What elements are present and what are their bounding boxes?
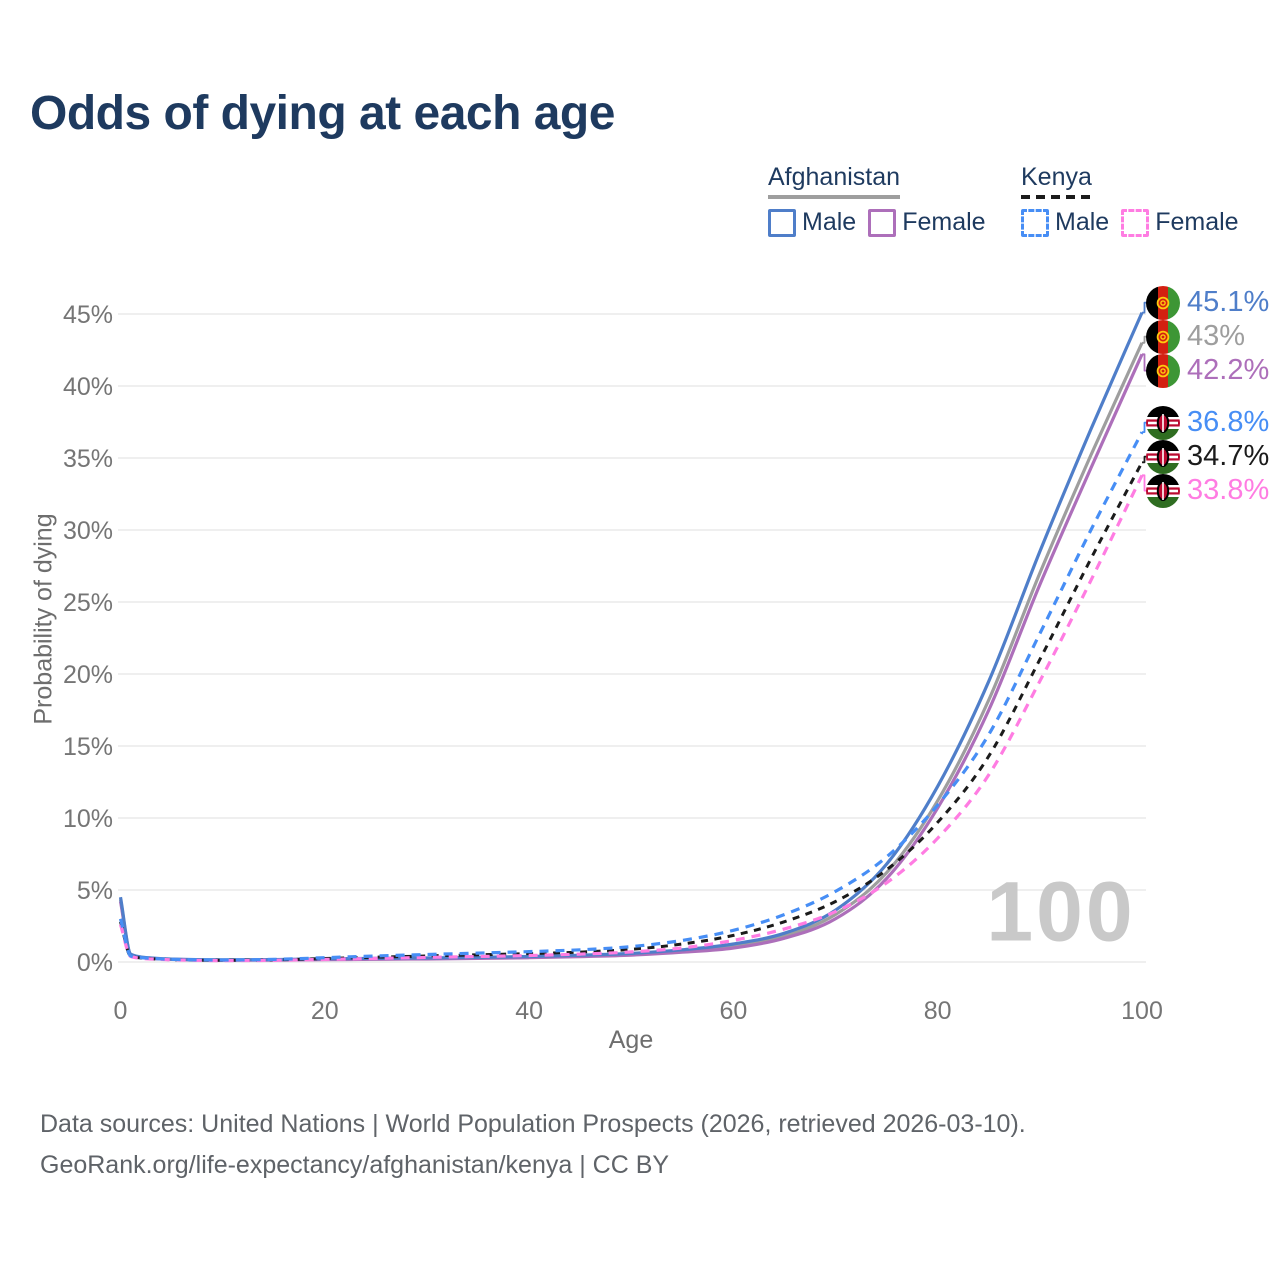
x-tick-label: 40 [515,997,543,1025]
y-tick-label: 0% [77,949,113,977]
legend-group-kenya: Kenya Male Female [1021,163,1239,237]
legend-item-label: Male [802,208,857,236]
y-axis-title: Probability of dying [29,513,58,725]
x-tick-label: 60 [719,997,747,1025]
line-kenya-male [118,431,1144,962]
legend-item-label: Female [902,208,986,236]
legend-swatch-afghanistan-male[interactable] [768,208,796,237]
end-label-connector [1142,335,1151,344]
line-kenya-female [118,474,1144,963]
legend-item-kenya-male[interactable]: Male [1021,208,1109,237]
legend-swatch-kenya-female[interactable] [1121,208,1150,237]
y-tick-label: 5% [77,877,113,905]
end-label-connector [1142,353,1151,372]
x-axis-title: Age [608,1026,654,1054]
y-tick-label: 20% [63,661,113,689]
x-tick-label: 80 [924,997,952,1025]
y-tick-label: 45% [63,301,113,329]
legend-swatch-afghanistan-female[interactable] [868,208,897,237]
legend-swatch-kenya-male[interactable] [1021,208,1049,237]
line-afghanistan-both [118,342,1144,962]
x-tick-label: 20 [311,997,339,1025]
end-label-connector [1142,421,1151,433]
georank-url-line: GeoRank.org/life-expectancy/afghanistan/… [40,1151,670,1179]
line-kenya-both [119,461,1144,962]
y-tick-label: 25% [63,589,113,617]
legend-item-afghanistan-female[interactable]: Female [868,208,986,237]
data-sources-line: Data sources: United Nations | World Pop… [40,1110,1026,1138]
legend-item-afghanistan-male[interactable]: Male [768,208,856,237]
legend-item-label: Male [1055,208,1110,236]
legend-underline-solid [768,195,901,199]
legend-header-label: Afghanistan [768,163,901,191]
legend-item-label: Female [1155,208,1239,236]
y-tick-label: 15% [63,733,113,761]
y-tick-label: 40% [63,373,113,401]
x-tick-label: 0 [114,997,128,1025]
x-tick-label: 100 [1121,997,1163,1025]
page-title: Odds of dying at each age [30,87,615,140]
legend-header-label: Kenya [1021,163,1092,191]
legend-underline-dashed [1021,195,1092,199]
line-afghanistan-female [118,353,1144,962]
legend-header-kenya: Kenya [1021,163,1092,199]
line-afghanistan-male [118,311,1144,962]
y-tick-label: 10% [63,805,113,833]
y-tick-label: 35% [63,445,113,473]
legend-item-kenya-female[interactable]: Female [1121,208,1239,237]
end-label-connector [1142,301,1151,314]
attribution: Data sources: United Nations | World Pop… [40,1104,1026,1186]
legend-header-afghanistan: Afghanistan [768,163,901,199]
legend-group-afghanistan: Afghanistan Male Female [768,163,986,237]
y-tick-label: 30% [63,517,113,545]
end-label-connector [1142,474,1151,492]
